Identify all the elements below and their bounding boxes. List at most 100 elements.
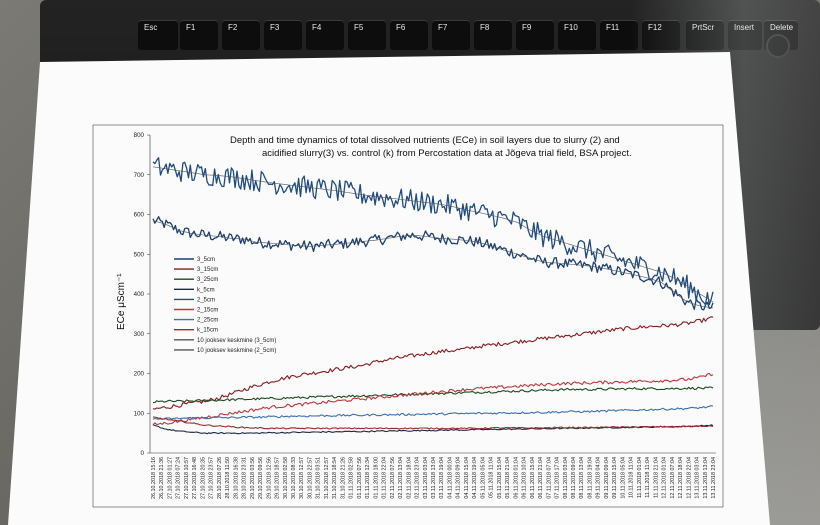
key-insert[interactable]: Insert <box>728 20 762 50</box>
plot-frame <box>92 124 724 508</box>
x-tick-label: 03.11.2018 19:04 <box>439 457 445 499</box>
x-tick-label: 04.11.2018 19:04 <box>472 457 478 499</box>
x-tick-label: 09.11.2018 09:04 <box>604 457 610 499</box>
x-tick-label: 05.11.2018 15:04 <box>497 457 503 499</box>
x-tick-label: 27.10.2018 10:57 <box>184 457 190 499</box>
series-line-3-25cm <box>153 386 714 404</box>
y-tick-label: 100 <box>134 410 145 417</box>
legend-label: 3_5cm <box>197 257 215 263</box>
key-f4[interactable]: F4 <box>306 20 344 50</box>
y-tick-label: 200 <box>134 371 145 378</box>
series-line-k-15cm <box>152 416 714 430</box>
legend-label: 2_25cm <box>197 318 218 324</box>
key-prtscr[interactable]: PrtScr <box>686 20 724 50</box>
x-tick-label: 02.11.2018 23:04 <box>415 457 421 499</box>
series-line-10-jooksev-keskmine-2-5cm- <box>152 166 714 303</box>
y-tick-label: 0 <box>141 450 145 457</box>
legend-label: 10 jooksev keskmine (3_5cm) <box>197 338 276 344</box>
x-tick-label: 27.10.2018 16:48 <box>192 457 198 499</box>
x-tick-label: 28.10.2018 16:38 <box>233 457 239 499</box>
x-tick-label: 31.10.2018 12:57 <box>324 457 330 499</box>
x-tick-label: 04.11.2018 00:04 <box>447 457 453 499</box>
x-tick-label: 30.10.2018 12:57 <box>299 457 305 499</box>
paper-sheet <box>8 52 770 525</box>
x-tick-label: 05.11.2018 11:04 <box>489 457 495 498</box>
y-tick-label: 300 <box>134 331 145 338</box>
legend-label: 3_15cm <box>197 267 218 273</box>
legend-label: 2_15cm <box>197 308 218 314</box>
x-tick-label: 11.11.2018 11:04 <box>645 457 651 498</box>
x-tick-label: 27.10.2018 20:35 <box>200 457 206 499</box>
x-tick-label: 27.10.2018 07:24 <box>176 457 182 499</box>
x-tick-label: 29.10.2018 18:57 <box>275 457 281 499</box>
x-tick-label: 29.10.2018 09:56 <box>258 457 264 499</box>
x-tick-label: 12.11.2018 01:04 <box>662 457 668 499</box>
legend-label: k_15cm <box>197 328 218 334</box>
x-tick-label: 05.11.2018 21:04 <box>505 457 511 499</box>
power-button[interactable] <box>766 34 790 58</box>
key-f7[interactable]: F7 <box>432 20 470 50</box>
x-tick-label: 05.11.2018 05:04 <box>480 457 486 499</box>
key-esc[interactable]: Esc <box>138 20 178 50</box>
x-tick-label: 13.11.2018 13:04 <box>703 457 709 499</box>
key-f1[interactable]: F1 <box>180 20 218 50</box>
x-tick-label: 27.10.2018 23:57 <box>209 457 215 499</box>
key-f2[interactable]: F2 <box>222 20 260 50</box>
x-tick-label: 01.11.2018 07:56 <box>357 457 363 499</box>
series-line-3-15cm <box>152 316 714 410</box>
key-f11[interactable]: F11 <box>600 20 638 50</box>
x-tick-label: 06.11.2018 10:04 <box>522 457 528 499</box>
x-tick-label: 30.10.2018 22:57 <box>307 457 313 499</box>
x-tick-label: 02.11.2018 18:04 <box>406 457 412 499</box>
legend-label: 3_25cm <box>197 277 218 283</box>
key-f5[interactable]: F5 <box>348 20 386 50</box>
x-tick-label: 31.10.2018 21:26 <box>340 457 346 499</box>
x-tick-label: 01.11.2018 02:58 <box>349 457 355 499</box>
x-tick-label: 30.10.2018 08:33 <box>291 457 297 499</box>
key-f3[interactable]: F3 <box>264 20 302 50</box>
x-tick-label: 02.11.2018 07:56 <box>390 457 396 499</box>
legend-label: 2_5cm <box>197 297 215 303</box>
x-tick-label: 04.11.2018 15:04 <box>464 457 470 499</box>
x-tick-label: 08.11.2018 19:04 <box>587 457 593 499</box>
keyboard-function-row: EscF1F2F3F4F5F6F7F8F9F10F11F12PrtScrInse… <box>138 20 798 52</box>
legend-label: 10 jooksev keskmine (2_5cm) <box>197 348 276 354</box>
x-tick-label: 03.11.2018 13:04 <box>431 457 437 499</box>
x-tick-label: 08.11.2018 03:04 <box>563 457 569 499</box>
x-tick-label: 10.11.2018 05:04 <box>620 457 626 499</box>
x-tick-label: 28.10.2018 23:31 <box>242 457 248 499</box>
x-tick-label: 01.11.2018 12:34 <box>365 457 371 499</box>
x-tick-label: 08.11.2018 13:04 <box>579 457 585 499</box>
series-line-2-15cm <box>152 372 714 426</box>
chart-title-line2: acidified slurry(3) vs. control (k) from… <box>262 148 632 159</box>
y-tick-label: 600 <box>134 212 145 219</box>
key-f6[interactable]: F6 <box>390 20 428 50</box>
x-tick-label: 09.11.2018 04:04 <box>596 457 602 499</box>
key-f9[interactable]: F9 <box>516 20 554 50</box>
key-f8[interactable]: F8 <box>474 20 512 50</box>
series-line-3-5cm <box>152 216 714 311</box>
x-tick-label: 03.11.2018 03:04 <box>423 457 429 499</box>
x-tick-label: 01.11.2018 18:00 <box>373 457 379 499</box>
x-tick-label: 06.11.2018 01:04 <box>513 457 519 499</box>
key-f12[interactable]: F12 <box>642 20 680 50</box>
line-chart: Depth and time dynamics of total dissolv… <box>92 124 724 508</box>
series-line-2-25cm <box>152 405 714 420</box>
x-tick-label: 26.10.2018 21:36 <box>159 457 165 499</box>
y-tick-label: 700 <box>134 172 145 179</box>
series-line-2-5cm <box>152 157 714 306</box>
key-f10[interactable]: F10 <box>558 20 596 50</box>
x-tick-label: 10.11.2018 11:04 <box>629 457 635 498</box>
x-tick-label: 08.11.2018 09:04 <box>571 457 577 499</box>
x-tick-label: 07.11.2018 07:04 <box>546 457 552 499</box>
series-lines <box>152 157 714 435</box>
x-tick-label: 09.11.2018 15:04 <box>612 457 618 499</box>
x-tick-label: 29.10.2018 03:56 <box>250 457 256 499</box>
x-axis: 26.10.2018 15:16 26.10.2018 21:36 27.10.20… <box>150 452 717 499</box>
x-tick-label: 13.11.2018 23:04 <box>711 457 717 499</box>
y-tick-label: 800 <box>134 132 145 139</box>
x-tick-label: 28.10.2018 11:50 <box>225 457 231 499</box>
y-axis: 0 100 200 300 400 500 600 700 800 <box>134 132 151 457</box>
x-tick-label: 12.11.2018 22:04 <box>686 457 692 499</box>
